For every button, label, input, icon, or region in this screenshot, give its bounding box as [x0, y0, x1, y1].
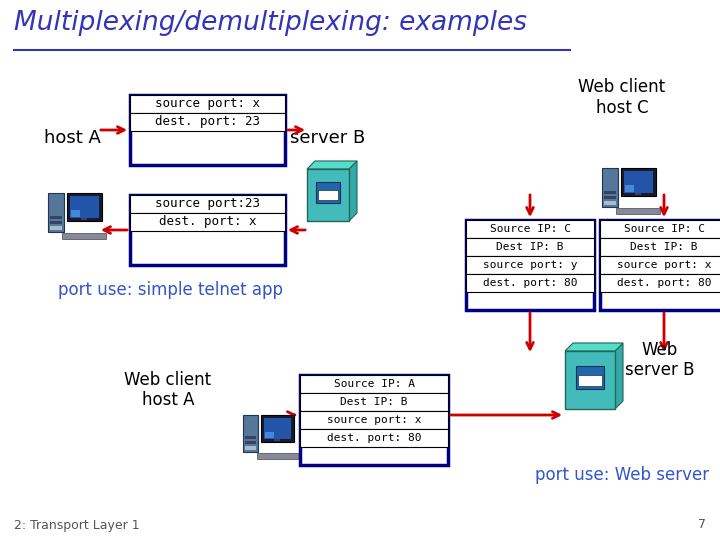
Polygon shape	[565, 343, 623, 351]
Bar	[300, 375, 448, 393]
Bar	[600, 256, 720, 274]
Text: source port: x: source port: x	[617, 260, 711, 270]
Bar	[603, 200, 616, 205]
Bar	[300, 393, 448, 411]
Polygon shape	[615, 343, 623, 409]
Bar	[466, 274, 594, 292]
Bar	[624, 171, 652, 193]
Bar	[130, 195, 285, 265]
Text: dest. port: 80: dest. port: 80	[617, 278, 711, 288]
Text: dest. port: x: dest. port: x	[158, 215, 256, 228]
Bar	[600, 220, 720, 238]
Bar	[300, 429, 448, 447]
Text: port use: simple telnet app: port use: simple telnet app	[58, 281, 282, 299]
Text: Dest IP: B: Dest IP: B	[341, 397, 408, 407]
Bar	[50, 221, 62, 224]
Bar	[603, 191, 616, 194]
Text: Source IP: A: Source IP: A	[333, 379, 415, 389]
Text: dest. port: 80: dest. port: 80	[327, 433, 421, 443]
Bar	[62, 233, 106, 239]
Bar	[261, 415, 294, 442]
Text: Source IP: C: Source IP: C	[490, 224, 570, 234]
Bar	[300, 411, 448, 429]
Text: Multiplexing/demultiplexing: examples: Multiplexing/demultiplexing: examples	[14, 10, 527, 36]
Bar	[625, 185, 634, 192]
Bar	[130, 213, 285, 231]
Text: port use: Web server: port use: Web server	[535, 466, 709, 484]
Text: dest. port: 23: dest. port: 23	[155, 116, 260, 129]
Bar	[600, 220, 720, 310]
Text: source port: x: source port: x	[327, 415, 421, 425]
Bar	[81, 215, 87, 220]
Bar	[466, 256, 594, 274]
Polygon shape	[307, 161, 357, 169]
Text: Web
server B: Web server B	[625, 341, 695, 380]
Bar	[317, 182, 340, 203]
Text: server B: server B	[290, 129, 366, 147]
Bar	[67, 193, 102, 221]
Bar	[635, 190, 642, 195]
Bar	[130, 95, 285, 165]
Text: source port: x: source port: x	[155, 98, 260, 111]
Text: 7: 7	[698, 518, 706, 531]
Text: Source IP: C: Source IP: C	[624, 224, 704, 234]
Bar	[621, 167, 656, 196]
Bar	[243, 415, 258, 452]
Bar	[48, 193, 64, 232]
Bar	[50, 226, 62, 230]
Text: dest. port: 80: dest. port: 80	[482, 278, 577, 288]
Bar	[50, 215, 62, 219]
Bar	[466, 238, 594, 256]
Bar	[600, 274, 720, 292]
Bar	[264, 417, 291, 439]
Text: Dest IP: B: Dest IP: B	[630, 242, 698, 252]
Bar	[600, 238, 720, 256]
Bar	[130, 113, 285, 131]
Text: 2: Transport Layer 1: 2: Transport Layer 1	[14, 518, 140, 531]
Text: Web client
host A: Web client host A	[125, 370, 212, 409]
Bar	[245, 436, 256, 439]
Bar	[245, 441, 256, 444]
Text: source port: y: source port: y	[482, 260, 577, 270]
Bar	[300, 375, 448, 465]
Bar	[245, 446, 256, 450]
Polygon shape	[349, 161, 357, 221]
Bar	[256, 453, 298, 459]
Bar	[274, 436, 280, 441]
Bar	[71, 211, 81, 217]
Text: host A: host A	[44, 129, 100, 147]
Bar	[307, 169, 349, 221]
Bar	[130, 195, 285, 213]
Text: source port:23: source port:23	[155, 198, 260, 211]
Bar	[130, 95, 285, 113]
Bar	[576, 366, 604, 389]
Bar	[466, 220, 594, 310]
Text: Web client
host C: Web client host C	[578, 78, 665, 117]
Bar	[603, 195, 616, 199]
Bar	[578, 375, 602, 386]
Bar	[318, 191, 338, 200]
Bar	[70, 195, 99, 218]
Bar	[466, 220, 594, 238]
Bar	[602, 167, 618, 207]
Bar	[565, 351, 615, 409]
Text: Dest IP: B: Dest IP: B	[496, 242, 564, 252]
Bar	[616, 208, 660, 214]
Bar	[265, 431, 274, 438]
